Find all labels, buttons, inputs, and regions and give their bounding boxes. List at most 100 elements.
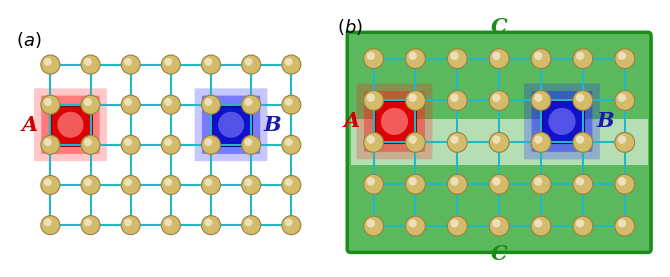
Ellipse shape xyxy=(218,112,244,138)
Circle shape xyxy=(242,55,261,74)
Circle shape xyxy=(450,135,459,144)
Circle shape xyxy=(164,98,172,106)
Circle shape xyxy=(573,91,593,111)
Circle shape xyxy=(124,138,132,146)
Circle shape xyxy=(409,219,417,227)
Circle shape xyxy=(202,95,220,114)
Circle shape xyxy=(81,135,100,154)
Circle shape xyxy=(282,216,301,235)
Circle shape xyxy=(282,176,301,194)
Circle shape xyxy=(41,55,60,74)
Circle shape xyxy=(409,177,417,186)
Bar xyxy=(350,119,648,165)
Circle shape xyxy=(124,98,132,106)
Circle shape xyxy=(364,174,383,194)
Circle shape xyxy=(576,135,584,144)
Circle shape xyxy=(121,55,140,74)
FancyBboxPatch shape xyxy=(347,32,651,252)
Text: B: B xyxy=(264,115,281,135)
Ellipse shape xyxy=(58,112,84,138)
Circle shape xyxy=(364,132,383,152)
Circle shape xyxy=(573,216,593,236)
Circle shape xyxy=(618,177,626,186)
Circle shape xyxy=(44,219,52,227)
Circle shape xyxy=(366,135,375,144)
Circle shape xyxy=(242,176,261,194)
FancyBboxPatch shape xyxy=(34,88,107,161)
Circle shape xyxy=(448,49,467,68)
Circle shape xyxy=(121,95,140,114)
Circle shape xyxy=(204,138,212,146)
Text: $(b)$: $(b)$ xyxy=(337,17,363,37)
Circle shape xyxy=(573,49,593,68)
Circle shape xyxy=(409,135,417,144)
Circle shape xyxy=(161,216,180,235)
Circle shape xyxy=(84,58,92,66)
Circle shape xyxy=(366,177,375,186)
Circle shape xyxy=(84,178,92,186)
Circle shape xyxy=(366,94,375,102)
Circle shape xyxy=(531,91,551,111)
Circle shape xyxy=(492,52,500,60)
Circle shape xyxy=(489,216,509,236)
Circle shape xyxy=(164,178,172,186)
Circle shape xyxy=(405,49,425,68)
Bar xyxy=(541,101,583,142)
FancyBboxPatch shape xyxy=(364,91,425,152)
Circle shape xyxy=(245,178,253,186)
FancyBboxPatch shape xyxy=(195,88,267,161)
Circle shape xyxy=(405,132,425,152)
Circle shape xyxy=(450,94,459,102)
Circle shape xyxy=(531,174,551,194)
Circle shape xyxy=(576,52,584,60)
Text: C: C xyxy=(491,17,507,37)
Circle shape xyxy=(448,132,467,152)
Circle shape xyxy=(576,177,584,186)
Circle shape xyxy=(44,58,52,66)
Circle shape xyxy=(161,176,180,194)
Circle shape xyxy=(41,95,60,114)
Circle shape xyxy=(84,138,92,146)
Circle shape xyxy=(245,138,253,146)
Circle shape xyxy=(124,178,132,186)
Circle shape xyxy=(204,219,212,227)
Circle shape xyxy=(245,58,253,66)
Circle shape xyxy=(161,95,180,114)
Circle shape xyxy=(489,174,509,194)
Circle shape xyxy=(124,58,132,66)
Circle shape xyxy=(405,174,425,194)
Circle shape xyxy=(615,216,634,236)
Circle shape xyxy=(489,91,509,111)
Circle shape xyxy=(450,219,459,227)
Circle shape xyxy=(534,177,543,186)
Text: $(a)$: $(a)$ xyxy=(15,30,41,50)
Circle shape xyxy=(448,174,467,194)
Circle shape xyxy=(41,176,60,194)
Circle shape xyxy=(161,135,180,154)
Circle shape xyxy=(124,219,132,227)
Circle shape xyxy=(576,94,584,102)
Circle shape xyxy=(285,98,293,106)
FancyBboxPatch shape xyxy=(42,96,100,154)
Circle shape xyxy=(84,219,92,227)
Circle shape xyxy=(489,49,509,68)
Bar xyxy=(374,101,415,142)
Circle shape xyxy=(534,219,543,227)
Circle shape xyxy=(121,135,140,154)
Circle shape xyxy=(44,138,52,146)
Circle shape xyxy=(164,219,172,227)
Circle shape xyxy=(285,58,293,66)
Circle shape xyxy=(41,135,60,154)
Circle shape xyxy=(121,216,140,235)
Circle shape xyxy=(364,216,383,236)
Circle shape xyxy=(81,55,100,74)
FancyBboxPatch shape xyxy=(202,96,260,154)
Circle shape xyxy=(492,135,500,144)
Circle shape xyxy=(84,98,92,106)
Circle shape xyxy=(450,177,459,186)
Circle shape xyxy=(364,91,383,111)
Circle shape xyxy=(204,178,212,186)
Circle shape xyxy=(615,174,634,194)
Circle shape xyxy=(366,219,375,227)
Circle shape xyxy=(409,94,417,102)
